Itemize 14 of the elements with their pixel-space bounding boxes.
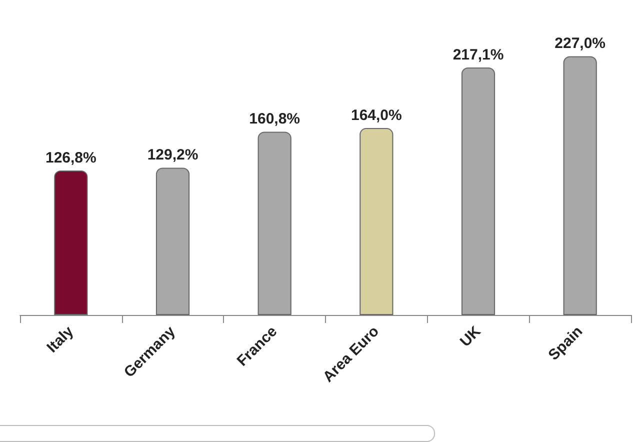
bar — [156, 168, 190, 315]
bar — [461, 68, 496, 315]
data-label: 129,2% — [147, 146, 198, 164]
x-tick-label: Italy — [44, 322, 78, 356]
data-label: 227,0% — [554, 35, 606, 52]
data-label: 160,8% — [249, 110, 300, 128]
x-tick-label: UK — [456, 322, 484, 350]
bar — [54, 170, 88, 315]
data-label: 164,0% — [350, 107, 402, 124]
bar — [360, 128, 394, 315]
data-label: 217,1% — [452, 46, 504, 64]
bar — [258, 132, 292, 315]
bar — [563, 56, 597, 315]
data-label: 126,8% — [45, 149, 96, 166]
